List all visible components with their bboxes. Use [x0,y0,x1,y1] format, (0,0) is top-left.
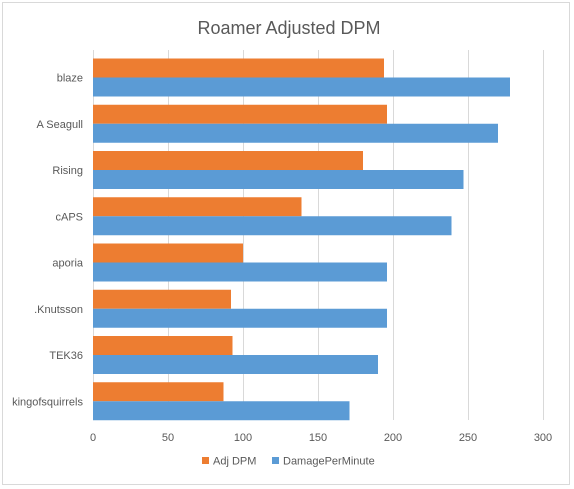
category-label: A Seagull [37,119,83,131]
legend-label-0: Adj DPM [213,456,256,468]
category-label: cAPS [55,211,83,223]
bar-damage-per-minute-5 [93,308,387,328]
x-tick-label: 250 [459,432,477,444]
bar-damage-per-minute-3 [93,216,452,236]
bar-adj-dpm-2 [93,151,363,170]
category-label: kingofsquirrels [12,396,83,408]
category-label: TEK36 [49,350,83,362]
bar-adj-dpm-5 [93,289,231,309]
category-labels: blaze A Seagull Rising cAPS aporia .Knutsson T… [12,73,84,409]
bar-damage-per-minute-7 [93,401,350,421]
category-label: Rising [52,165,83,177]
x-tick-label: 50 [162,432,174,444]
bar-damage-per-minute-2 [93,170,464,189]
x-tick-label: 0 [90,432,96,444]
x-tick-label: 100 [234,432,252,444]
category-label: blaze [57,73,83,85]
x-tick-label: 150 [309,432,327,444]
category-label: .Knutsson [34,304,83,316]
bar-adj-dpm-1 [93,104,387,124]
legend-label-1: DamagePerMinute [283,456,375,468]
bar-adj-dpm-3 [93,197,302,217]
bar-adj-dpm-6 [93,336,233,355]
category-label: aporia [52,258,83,270]
bars [93,58,510,421]
x-tick-label: 300 [534,432,552,444]
bar-damage-per-minute-6 [93,355,378,374]
bar-damage-per-minute-1 [93,123,498,143]
bar-adj-dpm-7 [93,382,224,402]
legend-swatch-1 [272,457,279,464]
legend-swatch-0 [202,457,209,464]
bar-damage-per-minute-4 [93,262,387,282]
bar-adj-dpm-4 [93,243,243,263]
x-tick-label: 200 [384,432,402,444]
legend: Adj DPM DamagePerMinute [202,456,375,468]
bar-damage-per-minute-0 [93,77,510,97]
chart-title: Roamer Adjusted DPM [197,18,380,38]
x-tick-labels: 0 50 100 150 200 250 300 [90,432,552,444]
bar-adj-dpm-0 [93,58,384,78]
